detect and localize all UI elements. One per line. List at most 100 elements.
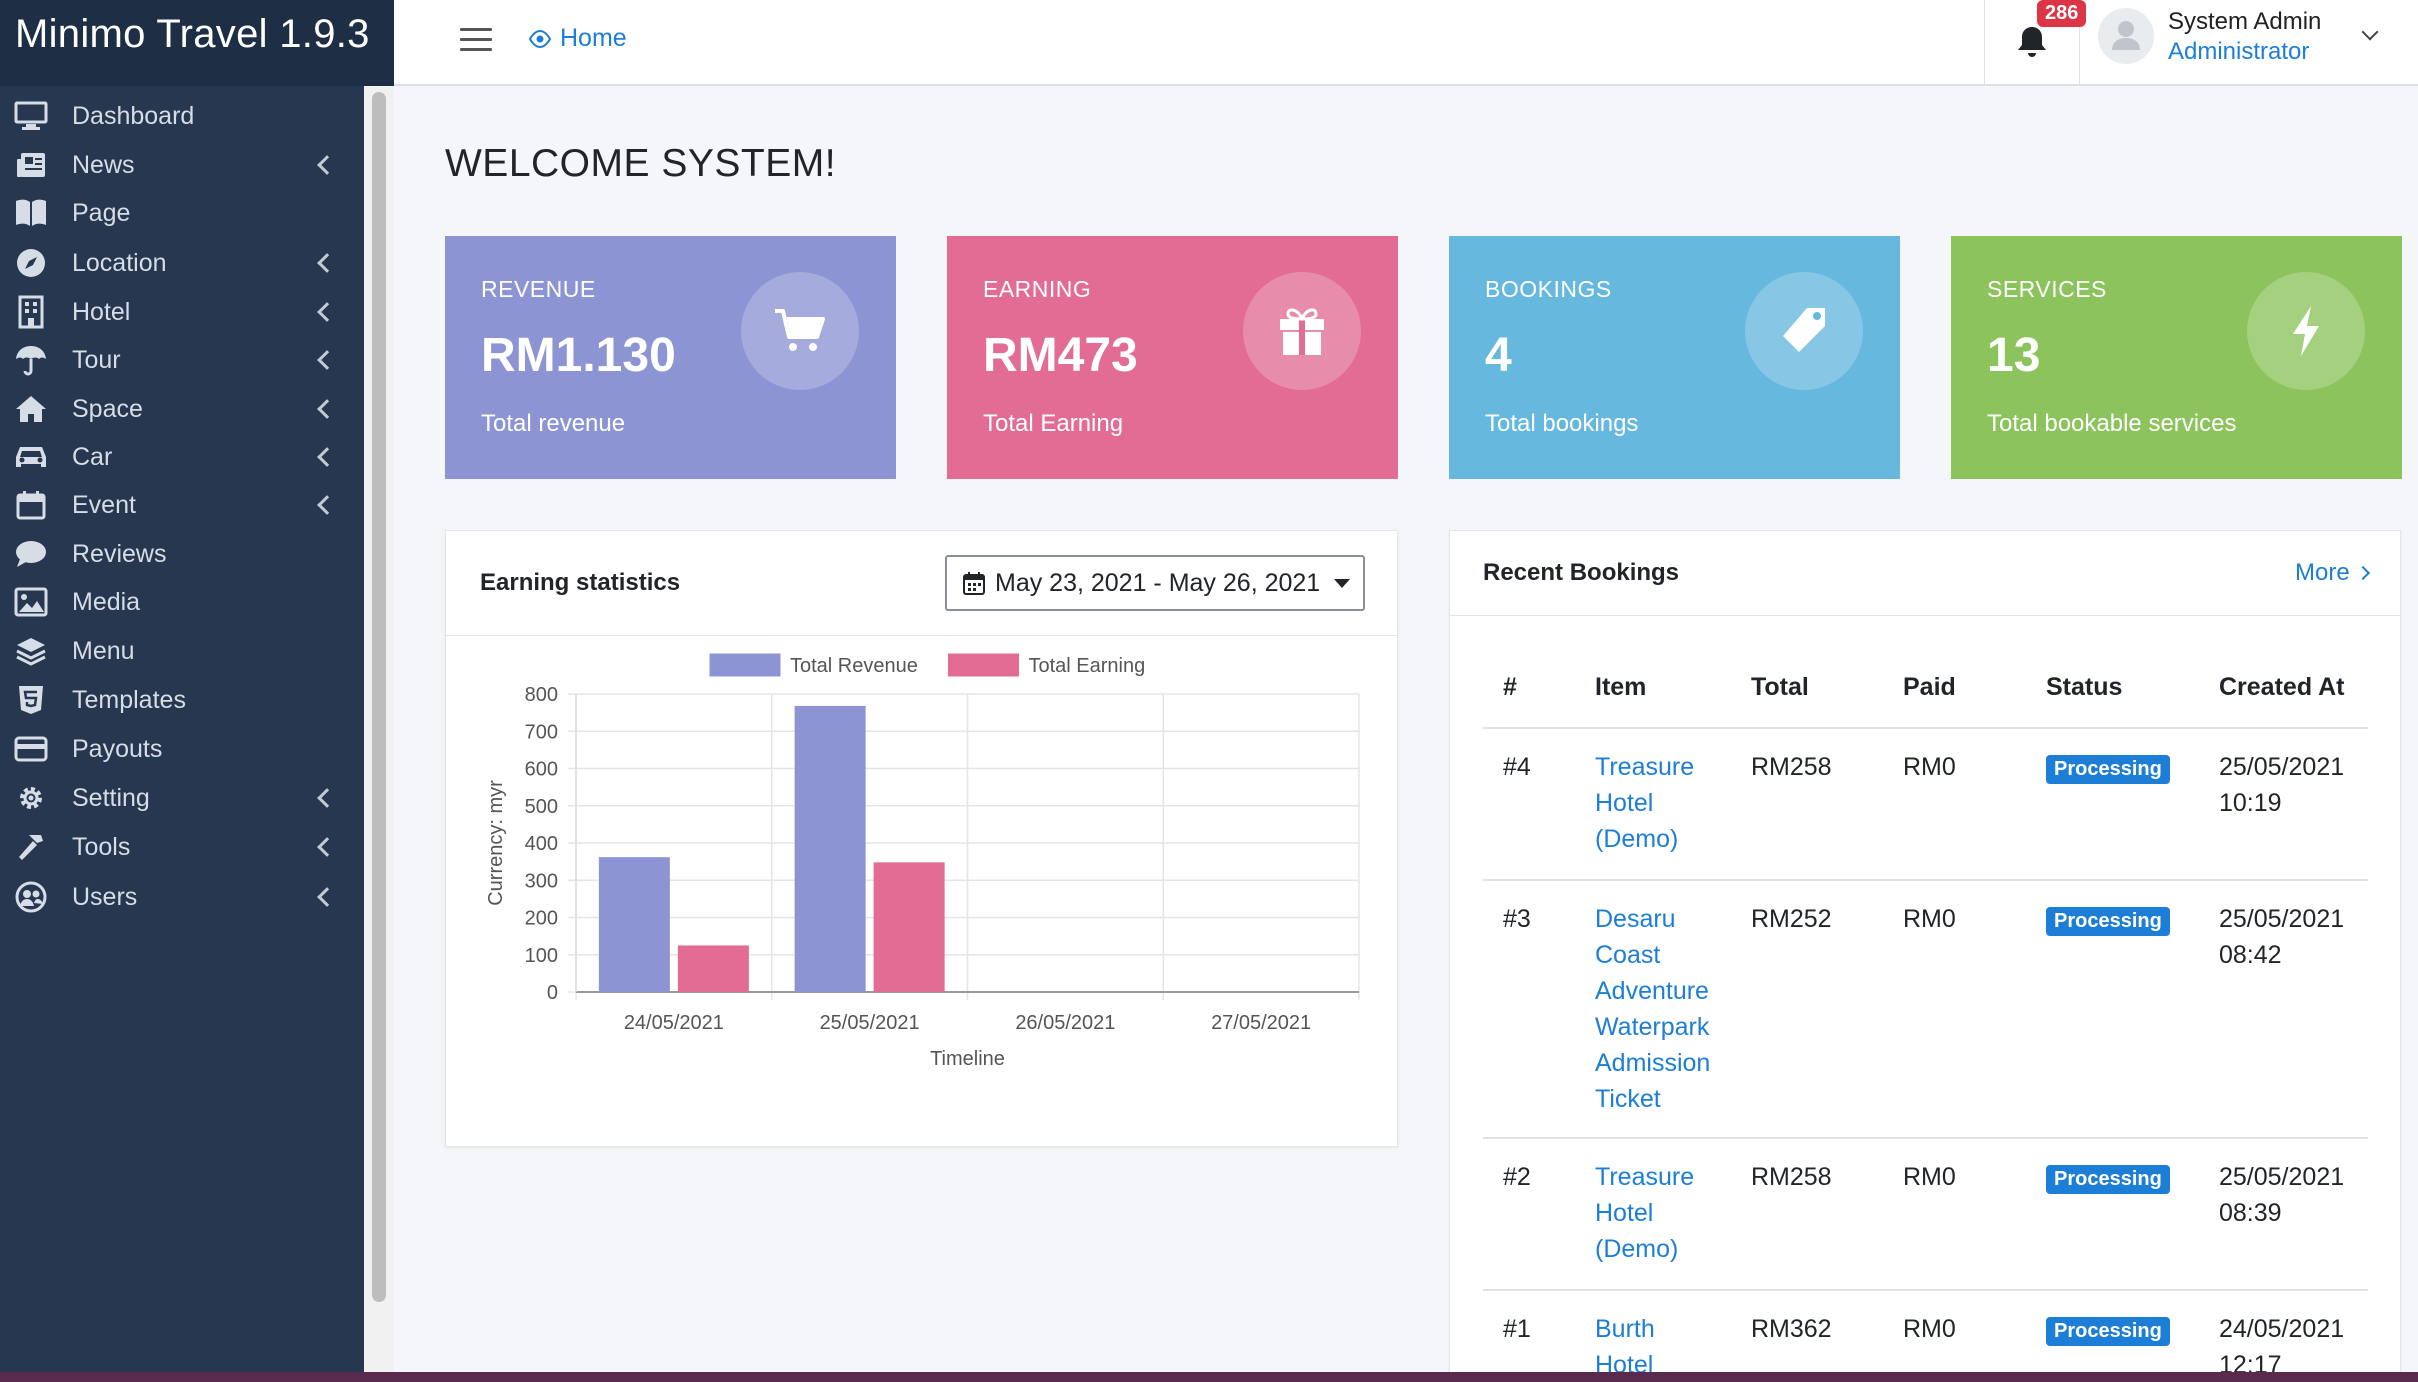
- sidebar-item-payouts[interactable]: Payouts: [0, 719, 364, 779]
- gear-icon: [13, 780, 49, 816]
- book-icon: [13, 195, 49, 231]
- chevron-down-icon[interactable]: [2361, 23, 2379, 41]
- sidebar-item-car[interactable]: Car: [0, 427, 364, 487]
- stat-card-bookings: BOOKINGS 4 Total bookings: [1449, 236, 1900, 479]
- stat-icon-circle: [1745, 272, 1863, 390]
- booking-created-date: 25/05/2021: [2219, 753, 2345, 781]
- building-icon: [13, 294, 49, 330]
- stat-card-earning: EARNING RM473 Total Earning: [947, 236, 1398, 479]
- stat-value: RM473: [983, 329, 1138, 382]
- html5-icon: [13, 682, 49, 718]
- top-header: Home 286 System Admin Administrator: [394, 0, 2418, 86]
- credit-card-icon: [13, 731, 49, 767]
- sidebar-item-news[interactable]: News: [0, 135, 364, 195]
- booking-total: RM362: [1751, 1315, 1832, 1343]
- column-header-item[interactable]: Item: [1595, 673, 1647, 701]
- booking-id: #4: [1503, 753, 1531, 781]
- brand-title[interactable]: Minimo Travel 1.9.3: [0, 0, 394, 86]
- booking-item-link[interactable]: Desaru Coast Adventure Waterpark Admissi…: [1595, 905, 1711, 1113]
- sidebar-item-menu[interactable]: Menu: [0, 621, 364, 681]
- tag-icon: [1783, 308, 1825, 352]
- row-divider: [1483, 1289, 2368, 1291]
- column-header-total[interactable]: Total: [1751, 673, 1809, 701]
- sidebar-item-users[interactable]: Users: [0, 867, 364, 927]
- column-header-created-at[interactable]: Created At: [2219, 673, 2345, 701]
- bar-total-revenue: [794, 705, 866, 992]
- status-badge: Processing: [2046, 907, 2170, 936]
- column-header-paid[interactable]: Paid: [1903, 673, 1956, 701]
- more-link[interactable]: More: [2295, 559, 2370, 587]
- booking-paid: RM0: [1903, 905, 1956, 933]
- stat-title: SERVICES: [1987, 276, 2107, 302]
- column-header-id[interactable]: #: [1503, 673, 1517, 701]
- stat-title: EARNING: [983, 276, 1092, 302]
- bar-total-earning: [677, 945, 749, 992]
- compass-icon: [13, 245, 49, 281]
- bolt-icon: [2293, 306, 2319, 356]
- booking-total: RM252: [1751, 905, 1832, 933]
- avatar: [2098, 8, 2154, 64]
- sidebar-scrollbar[interactable]: [364, 86, 394, 1372]
- sidebar-item-reviews[interactable]: Reviews: [0, 524, 364, 584]
- sidebar-item-media[interactable]: Media: [0, 572, 364, 632]
- sidebar-item-label: Event: [72, 490, 136, 519]
- eye-icon: [528, 29, 552, 48]
- status-badge: Processing: [2046, 1317, 2170, 1346]
- user-menu[interactable]: System Admin Administrator: [2098, 0, 2418, 86]
- date-range-value: May 23, 2021 - May 26, 2021: [995, 568, 1321, 597]
- chevron-left-icon: [317, 350, 337, 370]
- row-divider: [1483, 1137, 2368, 1139]
- hammer-icon: [13, 829, 49, 865]
- sidebar-item-dashboard[interactable]: Dashboard: [0, 86, 364, 146]
- booking-item-link[interactable]: Treasure Hotel (Demo): [1595, 753, 1695, 853]
- booking-paid: RM0: [1903, 1315, 1956, 1343]
- home-link[interactable]: Home: [528, 24, 627, 53]
- booking-created-time: 10:19: [2219, 789, 2282, 817]
- column-header-status[interactable]: Status: [2046, 673, 2123, 701]
- sidebar-item-page[interactable]: Page: [0, 183, 364, 243]
- sidebar-scrollbar-thumb[interactable]: [372, 92, 386, 1302]
- stat-title: BOOKINGS: [1485, 276, 1612, 302]
- legend-label: Total Revenue: [790, 655, 918, 677]
- stat-value: 4: [1485, 329, 1512, 382]
- sidebar-item-label: Setting: [72, 783, 150, 812]
- header-divider: [1483, 727, 2368, 729]
- sidebar-item-hotel[interactable]: Hotel: [0, 282, 364, 342]
- x-tick-label: 27/05/2021: [1211, 1012, 1311, 1034]
- card-divider: [1450, 615, 2400, 616]
- sidebar-item-tour[interactable]: Tour: [0, 330, 364, 390]
- stat-value: RM1.130: [481, 329, 676, 382]
- sidebar-item-location[interactable]: Location: [0, 233, 364, 293]
- more-label: More: [2295, 559, 2350, 586]
- date-range-picker[interactable]: May 23, 2021 - May 26, 2021: [945, 555, 1365, 611]
- y-tick-label: 500: [525, 796, 558, 818]
- page-title: WELCOME SYSTEM!: [445, 142, 837, 185]
- stat-card-services: SERVICES 13 Total bookable services: [1951, 236, 2402, 479]
- card-divider: [446, 635, 1397, 636]
- y-tick-label: 400: [525, 833, 558, 855]
- notifications-button[interactable]: 286: [1984, 0, 2087, 86]
- sidebar-item-setting[interactable]: Setting: [0, 768, 364, 828]
- sidebar-item-label: Tools: [72, 832, 131, 861]
- x-axis-title: Timeline: [930, 1048, 1005, 1070]
- booking-created-date: 25/05/2021: [2219, 1163, 2345, 1191]
- image-icon: [13, 584, 49, 620]
- booking-item-link[interactable]: Treasure Hotel (Demo): [1595, 1163, 1695, 1263]
- sidebar-item-space[interactable]: Space: [0, 379, 364, 439]
- earning-statistics-card: Earning statistics May 23, 2021 - May 26…: [445, 530, 1398, 1147]
- stat-value: 13: [1987, 329, 2041, 382]
- stat-icon-circle: [1243, 272, 1361, 390]
- menu-toggle-button[interactable]: [460, 28, 492, 52]
- booking-paid: RM0: [1903, 753, 1956, 781]
- row-divider: [1483, 879, 2368, 881]
- legend-swatch: [948, 653, 1019, 677]
- stat-subtitle: Total bookings: [1485, 410, 1639, 437]
- sidebar-item-templates[interactable]: Templates: [0, 670, 364, 730]
- calendar-icon: [963, 572, 985, 595]
- chevron-left-icon: [317, 788, 337, 808]
- sidebar-item-event[interactable]: Event: [0, 475, 364, 535]
- y-axis-title: Currency: myr: [485, 780, 507, 906]
- sidebar-item-tools[interactable]: Tools: [0, 817, 364, 877]
- chevron-left-icon: [317, 447, 337, 467]
- user-role: Administrator: [2168, 38, 2310, 65]
